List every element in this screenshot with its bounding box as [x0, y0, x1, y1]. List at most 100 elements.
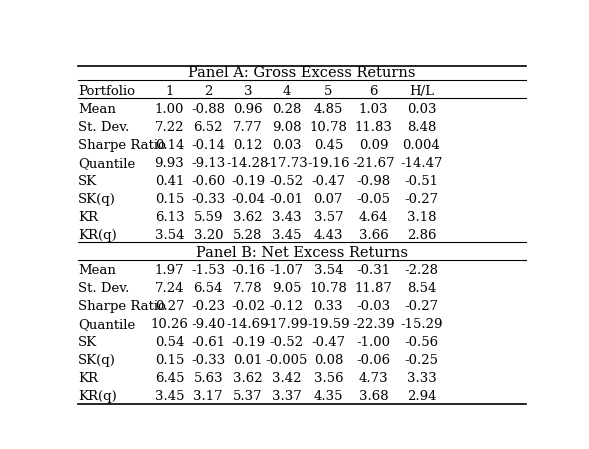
Text: 3.43: 3.43: [272, 211, 302, 224]
Text: 6.54: 6.54: [194, 282, 223, 295]
Text: 3.20: 3.20: [194, 229, 223, 242]
Text: KR: KR: [78, 211, 98, 224]
Text: -0.005: -0.005: [266, 354, 308, 367]
Text: Panel B: Net Excess Returns: Panel B: Net Excess Returns: [196, 246, 408, 260]
Text: 7.22: 7.22: [155, 121, 184, 134]
Text: -0.61: -0.61: [191, 336, 226, 349]
Text: 6: 6: [369, 85, 378, 98]
Text: 6.13: 6.13: [155, 211, 184, 224]
Text: 4.64: 4.64: [359, 211, 388, 224]
Text: -22.39: -22.39: [352, 318, 395, 331]
Text: -0.27: -0.27: [405, 193, 439, 206]
Text: -0.12: -0.12: [270, 300, 304, 313]
Text: 0.01: 0.01: [233, 354, 263, 367]
Text: 9.08: 9.08: [272, 121, 302, 134]
Text: 5.59: 5.59: [194, 211, 223, 224]
Text: 7.78: 7.78: [233, 282, 263, 295]
Text: -0.27: -0.27: [405, 300, 439, 313]
Text: -0.88: -0.88: [191, 103, 225, 116]
Text: 3.54: 3.54: [155, 229, 184, 242]
Text: Mean: Mean: [78, 264, 116, 277]
Text: SK(q): SK(q): [78, 193, 116, 206]
Text: Portfolio: Portfolio: [78, 85, 135, 98]
Text: 0.41: 0.41: [155, 175, 184, 188]
Text: 9.93: 9.93: [154, 157, 184, 170]
Text: 4.43: 4.43: [313, 229, 343, 242]
Text: -0.04: -0.04: [231, 193, 265, 206]
Text: 0.12: 0.12: [233, 139, 263, 152]
Text: 0.004: 0.004: [403, 139, 441, 152]
Text: H/L: H/L: [409, 85, 434, 98]
Text: 3: 3: [244, 85, 252, 98]
Text: -0.51: -0.51: [405, 175, 438, 188]
Text: -9.13: -9.13: [191, 157, 226, 170]
Text: 0.28: 0.28: [272, 103, 302, 116]
Text: 3.45: 3.45: [272, 229, 302, 242]
Text: -1.53: -1.53: [191, 264, 226, 277]
Text: Panel A: Gross Excess Returns: Panel A: Gross Excess Returns: [188, 66, 416, 80]
Text: -19.59: -19.59: [307, 318, 350, 331]
Text: -0.06: -0.06: [356, 354, 391, 367]
Text: 0.03: 0.03: [272, 139, 302, 152]
Text: 10.26: 10.26: [151, 318, 188, 331]
Text: -15.29: -15.29: [400, 318, 443, 331]
Text: 1.97: 1.97: [155, 264, 184, 277]
Text: -0.05: -0.05: [356, 193, 391, 206]
Text: -1.00: -1.00: [356, 336, 391, 349]
Text: 3.68: 3.68: [359, 390, 388, 403]
Text: 3.37: 3.37: [272, 390, 302, 403]
Text: -0.02: -0.02: [231, 300, 265, 313]
Text: -0.33: -0.33: [191, 354, 226, 367]
Text: 3.62: 3.62: [233, 372, 263, 385]
Text: 0.33: 0.33: [313, 300, 343, 313]
Text: 3.66: 3.66: [359, 229, 388, 242]
Text: 7.24: 7.24: [155, 282, 184, 295]
Text: -0.03: -0.03: [356, 300, 391, 313]
Text: 1: 1: [166, 85, 174, 98]
Text: 0.08: 0.08: [314, 354, 343, 367]
Text: -14.28: -14.28: [227, 157, 269, 170]
Text: 2.94: 2.94: [407, 390, 436, 403]
Text: 10.78: 10.78: [309, 282, 348, 295]
Text: 4.35: 4.35: [313, 390, 343, 403]
Text: -9.40: -9.40: [191, 318, 226, 331]
Text: -0.16: -0.16: [231, 264, 265, 277]
Text: 5.37: 5.37: [233, 390, 263, 403]
Text: -0.52: -0.52: [270, 336, 304, 349]
Text: SK: SK: [78, 175, 97, 188]
Text: 3.57: 3.57: [313, 211, 343, 224]
Text: St. Dev.: St. Dev.: [78, 282, 130, 295]
Text: 4.73: 4.73: [359, 372, 388, 385]
Text: Mean: Mean: [78, 103, 116, 116]
Text: 0.45: 0.45: [314, 139, 343, 152]
Text: -0.52: -0.52: [270, 175, 304, 188]
Text: SK: SK: [78, 336, 97, 349]
Text: -19.16: -19.16: [307, 157, 350, 170]
Text: 0.15: 0.15: [155, 354, 184, 367]
Text: KR(q): KR(q): [78, 390, 117, 403]
Text: 6.52: 6.52: [194, 121, 223, 134]
Text: 0.15: 0.15: [155, 193, 184, 206]
Text: Sharpe Ratio: Sharpe Ratio: [78, 300, 166, 313]
Text: -21.67: -21.67: [352, 157, 395, 170]
Text: -14.69: -14.69: [227, 318, 269, 331]
Text: 9.05: 9.05: [272, 282, 302, 295]
Text: -0.60: -0.60: [191, 175, 226, 188]
Text: Quantile: Quantile: [78, 318, 135, 331]
Text: -17.73: -17.73: [266, 157, 308, 170]
Text: -0.23: -0.23: [191, 300, 226, 313]
Text: 3.33: 3.33: [406, 372, 436, 385]
Text: -0.19: -0.19: [231, 336, 265, 349]
Text: -2.28: -2.28: [405, 264, 438, 277]
Text: -0.47: -0.47: [311, 175, 345, 188]
Text: 7.77: 7.77: [233, 121, 263, 134]
Text: 5.28: 5.28: [233, 229, 263, 242]
Text: -0.33: -0.33: [191, 193, 226, 206]
Text: 11.87: 11.87: [355, 282, 392, 295]
Text: 2: 2: [204, 85, 213, 98]
Text: 10.78: 10.78: [309, 121, 348, 134]
Text: 5.63: 5.63: [193, 372, 223, 385]
Text: 3.42: 3.42: [272, 372, 302, 385]
Text: -14.47: -14.47: [400, 157, 443, 170]
Text: -0.98: -0.98: [356, 175, 391, 188]
